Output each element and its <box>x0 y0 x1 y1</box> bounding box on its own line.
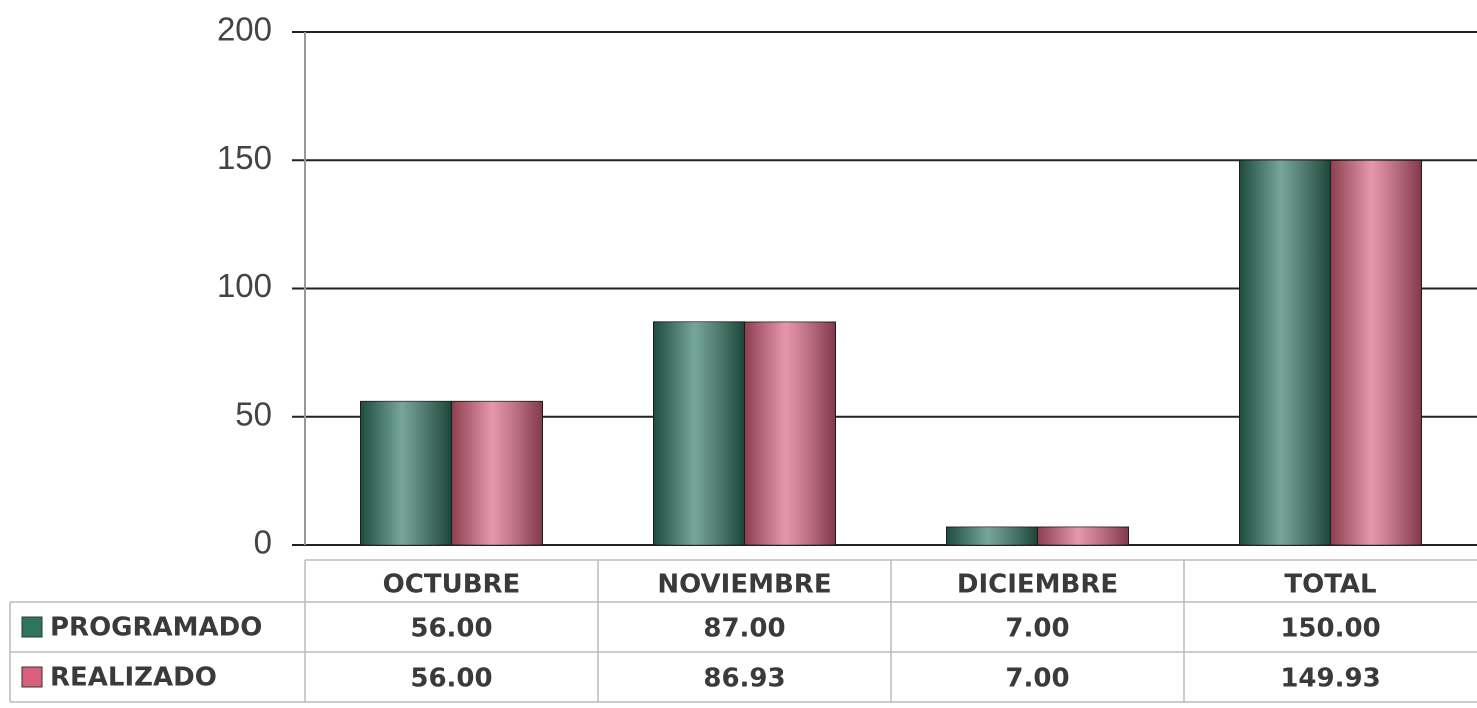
data-label: 7.00 <box>1005 664 1069 694</box>
data-label: 86.93 <box>703 664 785 694</box>
x-tick-label: NOVIEMBRE <box>657 570 831 600</box>
bar-shading <box>653 321 745 545</box>
legend-swatch <box>21 666 43 688</box>
data-label: 149.93 <box>1280 664 1380 694</box>
y-tick-label: 50 <box>235 395 272 432</box>
legend-swatch <box>21 616 43 638</box>
data-label: 56.00 <box>410 664 492 694</box>
bar-shading <box>744 322 836 545</box>
legend-label: PROGRAMADO <box>50 613 262 643</box>
x-tick-label: TOTAL <box>1284 570 1376 600</box>
bar-shading <box>946 527 1038 545</box>
y-tick-label: 200 <box>217 11 272 48</box>
legend-label: REALIZADO <box>50 663 217 693</box>
data-label: 87.00 <box>703 614 785 644</box>
x-tick-label: DICIEMBRE <box>957 570 1118 600</box>
x-tick-label: OCTUBRE <box>383 570 521 600</box>
y-tick-label: 150 <box>217 139 272 176</box>
bar-shading <box>360 401 452 545</box>
bar-shading <box>451 401 543 545</box>
bar-shading <box>1330 160 1422 545</box>
y-tick-label: 0 <box>254 524 272 561</box>
data-label: 150.00 <box>1280 614 1380 644</box>
data-label: 56.00 <box>410 614 492 644</box>
data-label: 7.00 <box>1005 614 1069 644</box>
bar-shading <box>1239 160 1331 545</box>
bar-shading <box>1037 527 1129 545</box>
y-tick-label: 100 <box>217 267 272 304</box>
